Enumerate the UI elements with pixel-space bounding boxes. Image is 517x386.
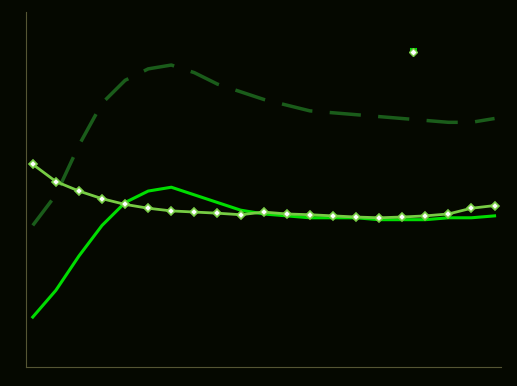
Legend: , , : , , (410, 48, 415, 53)
